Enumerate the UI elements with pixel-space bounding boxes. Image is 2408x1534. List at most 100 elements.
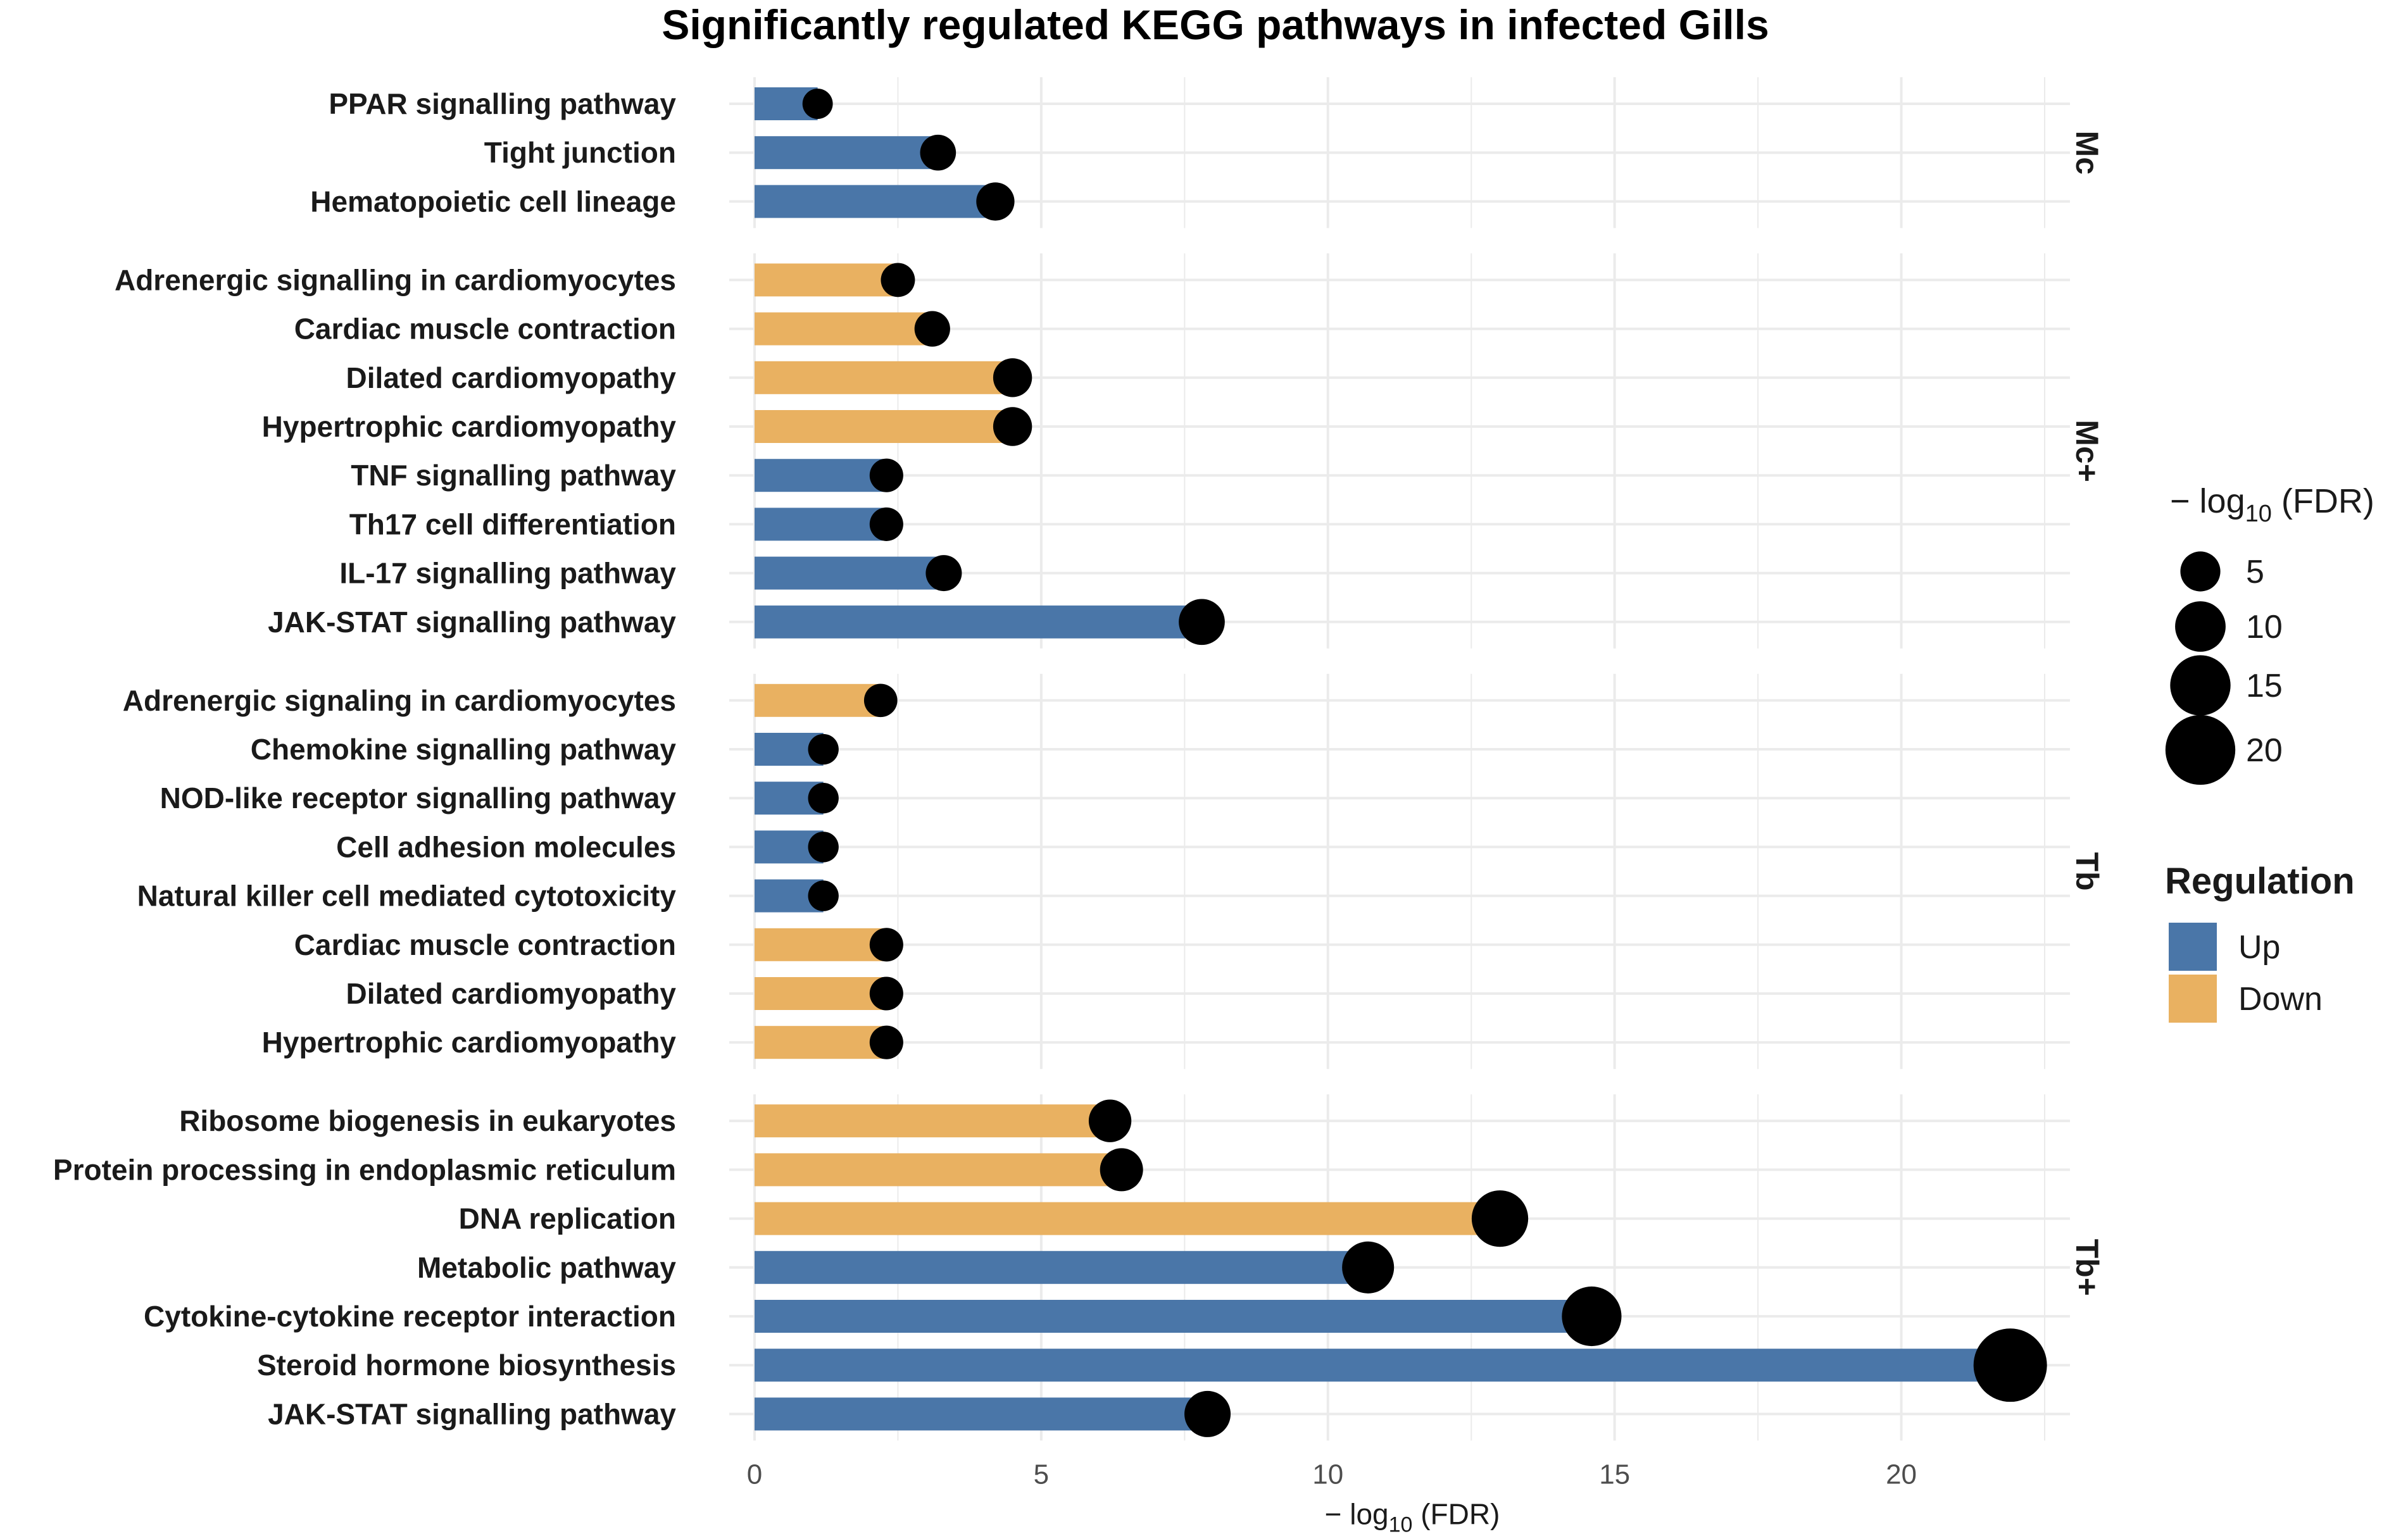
category-label: Cardiac muscle contraction <box>294 313 676 346</box>
category-label: Cardiac muscle contraction <box>294 928 676 961</box>
size-legend-key <box>2165 714 2236 785</box>
point-mc-plus-0 <box>881 263 915 297</box>
bar-tb-plus-4 <box>755 1300 1592 1333</box>
size-legend-label: 10 <box>2246 609 2283 645</box>
bar-mc-2 <box>755 185 996 218</box>
point-mc-0 <box>802 89 833 119</box>
bar-mc-plus-0 <box>755 263 898 297</box>
bar-tb-plus-1 <box>755 1153 1122 1187</box>
point-tb-plus-3 <box>1342 1241 1395 1294</box>
bar-mc-plus-4 <box>755 459 887 492</box>
regulation-legend-title: Regulation <box>2165 861 2355 902</box>
point-tb-plus-0 <box>1088 1099 1132 1142</box>
bar-mc-plus-3 <box>755 410 1013 443</box>
point-mc-2 <box>976 182 1015 221</box>
size-legend-label: 5 <box>2246 554 2264 590</box>
category-label: Protein processing in endoplasmic reticu… <box>53 1153 676 1186</box>
size-legend-key <box>2180 551 2221 592</box>
bar-mc-plus-5 <box>755 508 887 541</box>
category-label: Cell adhesion molecules <box>336 830 676 863</box>
category-label: Natural killer cell mediated cytotoxicit… <box>137 880 677 913</box>
facet-strip-label: Tb <box>2069 852 2105 890</box>
point-mc-1 <box>920 134 956 171</box>
bar-tb-plus-0 <box>755 1104 1110 1138</box>
x-axis-label-prefix: − log <box>1325 1497 1389 1530</box>
x-tick-label: 20 <box>1886 1459 1917 1490</box>
size-legend-label: 15 <box>2246 668 2283 704</box>
point-tb-5 <box>869 928 903 962</box>
category-label: TNF signalling pathway <box>351 459 676 492</box>
facet-panel-tb-plus: Ribosome biogenesis in eukaryotes Protein… <box>53 1094 2105 1441</box>
bar-tb-6 <box>755 977 887 1010</box>
bar-tb-plus-2 <box>755 1202 1500 1235</box>
category-label: DNA replication <box>459 1202 676 1235</box>
point-tb-plus-6 <box>1184 1390 1231 1437</box>
x-tick-label: 15 <box>1599 1459 1630 1490</box>
point-tb-plus-4 <box>1562 1286 1622 1347</box>
point-mc-plus-3 <box>993 407 1032 446</box>
point-tb-plus-2 <box>1471 1190 1529 1247</box>
point-tb-1 <box>808 733 839 765</box>
regulation-legend-key-up <box>2169 923 2217 971</box>
point-mc-plus-2 <box>993 358 1032 397</box>
size-legend-title: − log10 (FDR) <box>2170 482 2374 527</box>
regulation-legend-key-down <box>2169 975 2217 1023</box>
category-label: Hypertrophic cardiomyopathy <box>262 410 677 443</box>
point-tb-2 <box>808 783 839 814</box>
chart-title: Significantly regulated KEGG pathways in… <box>662 1 1769 48</box>
bar-tb-5 <box>755 928 887 961</box>
x-tick-label: 0 <box>747 1459 762 1490</box>
category-label: Ribosome biogenesis in eukaryotes <box>179 1104 676 1137</box>
category-label: Dilated cardiomyopathy <box>346 361 677 394</box>
point-mc-plus-1 <box>914 311 950 347</box>
category-label: PPAR signalling pathway <box>329 87 676 120</box>
facet-panel-mc: PPAR signalling pathway Tight junction Hem… <box>310 77 2105 228</box>
size-legend-label: 20 <box>2246 732 2283 769</box>
point-tb-plus-5 <box>1973 1328 2047 1402</box>
category-label: Metabolic pathway <box>417 1251 676 1284</box>
bar-tb-plus-5 <box>755 1349 2010 1382</box>
point-tb-plus-1 <box>1100 1148 1143 1192</box>
facet-strip-label: Tb+ <box>2069 1239 2105 1296</box>
category-label: Chemokine signalling pathway <box>251 733 677 766</box>
point-mc-plus-7 <box>1179 599 1225 645</box>
x-tick-label: 5 <box>1034 1459 1049 1490</box>
facet-panel-mc-plus: Adrenergic signalling in cardiomyocytes C… <box>115 253 2105 649</box>
point-tb-3 <box>808 832 839 863</box>
bar-mc-plus-6 <box>755 556 944 590</box>
category-label: Steroid hormone biosynthesis <box>257 1349 676 1381</box>
bar-tb-plus-6 <box>755 1397 1208 1431</box>
category-label: NOD-like receptor signalling pathway <box>160 782 677 814</box>
bar-mc-1 <box>755 136 938 170</box>
facet-panels: PPAR signalling pathway Tight junction Hem… <box>53 77 2105 1441</box>
x-axis-label: − log10 (FDR) <box>1325 1497 1500 1534</box>
facet-strip-label: Mc+ <box>2069 420 2105 482</box>
category-label: Adrenergic signaling in cardiomyocytes <box>123 684 676 717</box>
regulation-legend-label: Up <box>2238 929 2280 966</box>
bar-mc-plus-1 <box>755 312 932 346</box>
point-tb-4 <box>808 880 839 911</box>
regulation-legend: Regulation Up Down <box>2165 861 2355 1023</box>
bar-tb-7 <box>755 1026 887 1059</box>
category-label: Cytokine-cytokine receptor interaction <box>144 1300 676 1333</box>
size-legend-title-prefix: − log <box>2170 482 2245 520</box>
point-tb-0 <box>863 683 898 718</box>
x-axis-label-subscript: 10 <box>1389 1512 1413 1534</box>
x-axis: 0 5 10 15 20 − log10 (FDR) <box>747 1459 1917 1534</box>
bar-mc-plus-7 <box>755 605 1202 639</box>
size-legend-key <box>2175 601 2226 652</box>
bar-tb-plus-3 <box>755 1250 1369 1284</box>
size-legend: − log10 (FDR) 5 10 15 20 <box>2165 482 2374 785</box>
category-label: JAK-STAT signalling pathway <box>268 1397 676 1430</box>
point-tb-7 <box>869 1025 903 1059</box>
category-label: IL-17 signalling pathway <box>339 557 676 590</box>
regulation-legend-label: Down <box>2238 981 2323 1018</box>
category-label: Dilated cardiomyopathy <box>346 977 677 1010</box>
facet-panel-tb: Adrenergic signaling in cardiomyocytes Ch… <box>123 673 2105 1069</box>
category-label: Tight junction <box>484 136 676 169</box>
category-label: Th17 cell differentiation <box>349 508 676 540</box>
category-label: Adrenergic signalling in cardiomyocytes <box>115 263 676 296</box>
point-mc-plus-5 <box>869 507 903 541</box>
point-mc-plus-6 <box>925 555 962 592</box>
